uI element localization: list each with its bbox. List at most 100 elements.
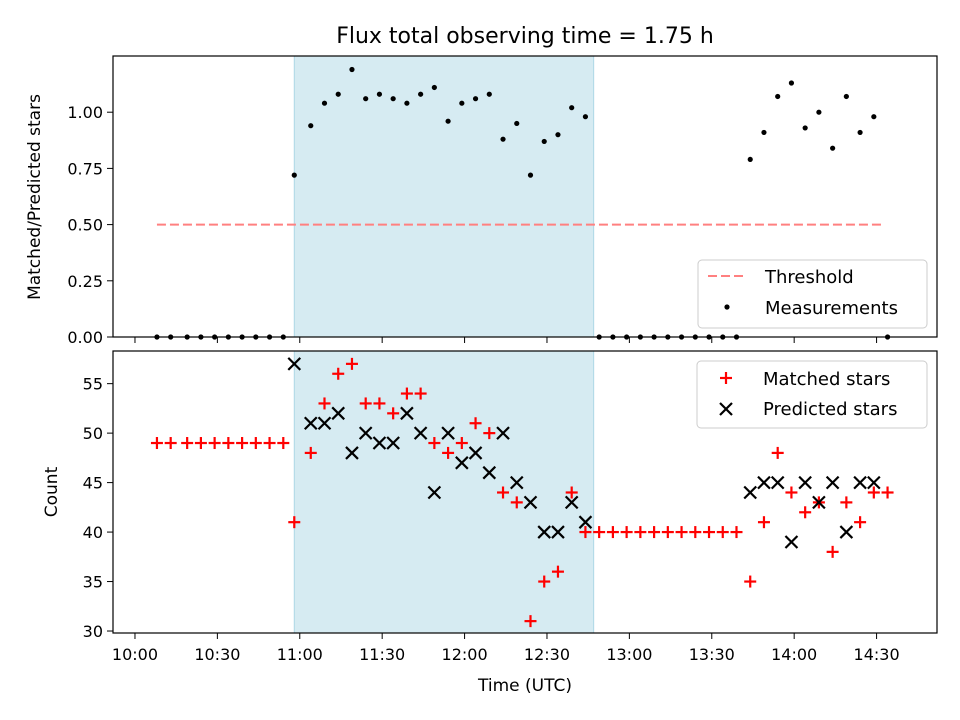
- matched-star-point: [277, 437, 290, 450]
- matched-star-point: [661, 526, 674, 539]
- matched-star-point: [345, 357, 358, 370]
- matched-star-point: [469, 417, 482, 430]
- measurement-point: [321, 100, 328, 106]
- matched-star-point: [387, 407, 400, 420]
- matched-star-point: [689, 526, 702, 539]
- matched-star-point: [318, 397, 331, 410]
- matched-star-point: [730, 526, 743, 539]
- chart-title: Flux total observing time = 1.75 h: [336, 24, 714, 49]
- predicted-star-point: [400, 406, 414, 421]
- matched-star-point: [510, 496, 523, 509]
- matched-star-point: [194, 437, 207, 450]
- bottom-x-tick-label: 11:00: [277, 645, 323, 664]
- measurement-point: [802, 125, 808, 131]
- measurement-point: [857, 129, 863, 136]
- top-plot-frame: [112, 55, 938, 338]
- bottom-x-tick-label: 14:30: [854, 645, 900, 664]
- bottom-y-tick-label: 50: [83, 424, 103, 443]
- top-y-tick-label: 1.00: [67, 103, 103, 122]
- matched-star-point: [428, 437, 441, 450]
- matched-star-point: [263, 437, 276, 450]
- bottom-x-tick-label: 13:00: [606, 645, 652, 664]
- matched-star-point: [565, 486, 578, 499]
- matched-star-point: [359, 397, 372, 410]
- measurement-point: [775, 93, 781, 100]
- predicted-star-point: [812, 495, 826, 510]
- bottom-x-tick-label: 11:30: [359, 645, 405, 664]
- predicted-star-point: [413, 426, 428, 440]
- matched-star-point: [785, 486, 798, 499]
- bottom-x-tick-label: 10:30: [194, 645, 240, 664]
- bottom-y-tick-label: 45: [83, 474, 103, 493]
- matched-star-point: [840, 496, 853, 509]
- bottom-panel: 30 35 40 45 50 55 10:00 10:30 11:00 11:30 12:00 12…: [42, 350, 938, 696]
- bottom-y-tick-label: 35: [83, 573, 103, 592]
- predicted-star-point: [825, 475, 840, 490]
- measurement-point: [788, 80, 795, 86]
- predicted-star-point: [798, 475, 812, 490]
- measurement-point: [418, 91, 424, 97]
- predicted-star-point: [386, 436, 400, 450]
- legend-matched-swatch: [720, 372, 732, 384]
- matched-star-point: [538, 575, 551, 588]
- bottom-x-tick-label: 14:00: [771, 645, 817, 664]
- top-y-axis-label: Matched/Predicted stars: [25, 94, 45, 300]
- top-y-tick-label: 0.25: [67, 272, 103, 291]
- top-y-tick-label: 0.50: [67, 216, 103, 235]
- predicted-star-point: [578, 515, 593, 529]
- measurement-point: [376, 91, 383, 97]
- measurement-point: [569, 105, 575, 111]
- matched-star-point: [771, 446, 784, 459]
- measurement-point: [390, 96, 396, 102]
- predicted-star-point: [441, 426, 455, 440]
- legend-threshold-label: Threshold: [764, 267, 854, 288]
- measurement-point: [472, 96, 479, 102]
- bottom-x-tick-label: 13:30: [689, 645, 735, 664]
- predicted-star-point: [455, 456, 469, 470]
- measurement-point: [527, 172, 534, 178]
- matched-star-point: [414, 387, 427, 400]
- matched-star-point: [675, 526, 688, 539]
- bottom-y-axis: 30 35 40 45 50 55: [83, 375, 113, 641]
- matched-star-point: [164, 437, 177, 450]
- matched-star-point: [222, 437, 235, 450]
- measurement-point: [486, 91, 492, 97]
- predicted-star-point: [358, 426, 373, 440]
- bottom-y-tick-label: 55: [83, 375, 103, 394]
- predicted-star-point: [757, 475, 771, 490]
- predicted-star-point: [331, 406, 346, 421]
- measurement-point: [871, 114, 877, 120]
- measurement-point: [335, 91, 341, 97]
- top-y-tick-label: 0.75: [67, 159, 103, 178]
- matched-star-point: [867, 486, 880, 499]
- predicted-star-point: [523, 495, 538, 510]
- matched-star-point: [744, 575, 757, 588]
- measurement-point: [349, 66, 355, 73]
- predicted-star-point: [372, 436, 387, 450]
- predicted-stars-series: [287, 357, 881, 549]
- measurement-point: [816, 109, 822, 115]
- matched-star-point: [236, 437, 249, 450]
- measurement-point: [431, 84, 437, 91]
- matched-star-point: [249, 437, 262, 450]
- matched-star-point: [442, 446, 455, 459]
- legend-measurements-swatch: [724, 304, 730, 310]
- predicted-star-point: [770, 475, 785, 490]
- predicted-star-point: [784, 535, 799, 549]
- legend-predicted-swatch: [719, 402, 733, 416]
- top-legend: Threshold Measurements: [697, 259, 928, 329]
- bottom-plot-frame: [112, 350, 938, 634]
- predicted-star-point: [496, 426, 510, 440]
- observing-span-bottom: [293, 350, 595, 634]
- bottom-y-tick-label: 30: [83, 622, 103, 641]
- predicted-star-point: [287, 357, 302, 371]
- matched-star-point: [400, 387, 413, 400]
- matched-star-point: [634, 526, 647, 539]
- top-x-ticks: [134, 337, 878, 343]
- matched-star-point: [208, 437, 221, 450]
- predicted-star-point: [509, 475, 524, 490]
- matched-star-point: [551, 565, 564, 578]
- bottom-x-tick-label: 12:00: [442, 645, 488, 664]
- matched-star-point: [524, 615, 537, 628]
